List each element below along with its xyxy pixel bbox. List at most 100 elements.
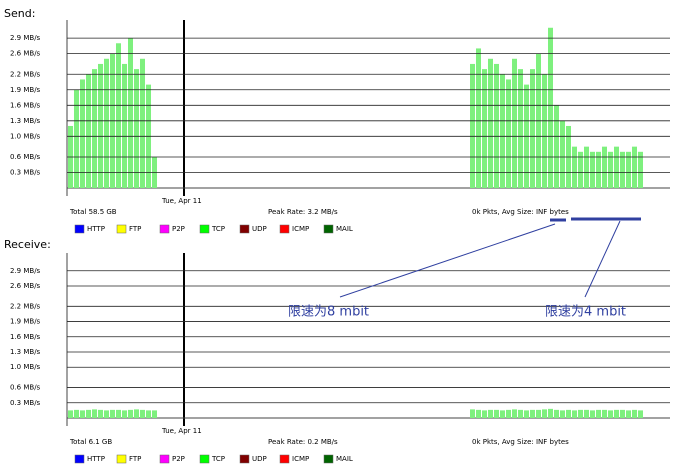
bar: [116, 409, 121, 418]
bar: [92, 69, 97, 188]
bar: [98, 409, 103, 418]
bar: [500, 74, 505, 188]
legend-label: UDP: [252, 225, 267, 233]
y-tick-label: 1.3 MB/s: [10, 117, 41, 125]
legend-swatch: [159, 224, 170, 234]
bar: [602, 409, 607, 418]
legend-swatch: [199, 224, 210, 234]
legend-swatch: [116, 454, 127, 464]
y-tick-label: 1.3 MB/s: [10, 348, 41, 356]
y-tick-label: 1.9 MB/s: [10, 318, 41, 326]
bar: [542, 409, 547, 418]
bar: [524, 410, 529, 418]
pkts-label: 0k Pkts, Avg Size: INF bytes: [472, 208, 569, 216]
y-tick-label: 1.9 MB/s: [10, 86, 41, 94]
total-label: Total 6.1 GB: [69, 438, 112, 446]
y-tick-label: 0.6 MB/s: [10, 153, 41, 161]
total-label: Total 58.5 GB: [69, 208, 117, 216]
y-tick-label: 1.0 MB/s: [10, 132, 41, 140]
bar: [632, 409, 637, 418]
bar: [470, 63, 475, 188]
bar: [92, 409, 97, 418]
bar: [626, 151, 631, 188]
bar: [110, 409, 115, 418]
bar: [146, 410, 151, 418]
legend-label: TCP: [211, 455, 225, 463]
annotation: 限速为8 mbit: [288, 305, 369, 320]
bar: [542, 74, 547, 188]
bar: [122, 63, 127, 188]
bar: [104, 410, 109, 418]
bar: [506, 79, 511, 188]
annotation-arrow: [339, 223, 556, 298]
legend-swatch: [279, 224, 290, 234]
y-tick-label: 2.2 MB/s: [10, 302, 41, 310]
bar: [482, 410, 487, 418]
legend-label: FTP: [129, 455, 141, 463]
legend-label: MAIL: [336, 225, 353, 233]
bar: [500, 410, 505, 418]
y-tick-label: 1.6 MB/s: [10, 333, 41, 341]
bar: [476, 409, 481, 418]
legend-label: ICMP: [292, 225, 309, 233]
bar: [572, 146, 577, 188]
bar: [74, 89, 79, 188]
bar: [128, 409, 133, 418]
bar: [608, 151, 613, 188]
legend-swatch: [74, 224, 85, 234]
bar: [80, 410, 85, 418]
bar: [104, 58, 109, 189]
y-tick-label: 2.6 MB/s: [10, 50, 41, 58]
legend-label: P2P: [172, 455, 185, 463]
bar: [632, 146, 637, 188]
bar: [560, 410, 565, 418]
bar: [512, 58, 517, 189]
chart-title: Receive:: [4, 238, 51, 251]
legend-label: HTTP: [87, 455, 105, 463]
bar: [80, 79, 85, 188]
annotation-arrow: [584, 220, 621, 298]
bar: [578, 151, 583, 188]
legend-swatch: [74, 454, 85, 464]
y-tick-label: 1.0 MB/s: [10, 363, 41, 371]
y-tick-label: 2.6 MB/s: [10, 282, 41, 290]
bar: [596, 151, 601, 188]
bar: [614, 409, 619, 418]
bar: [554, 105, 559, 188]
legend-label: ICMP: [292, 455, 309, 463]
bar: [134, 69, 139, 188]
y-tick-label: 2.9 MB/s: [10, 34, 41, 42]
legend-label: UDP: [252, 455, 267, 463]
bar: [638, 151, 643, 188]
legend-swatch: [239, 454, 250, 464]
bar: [140, 409, 145, 418]
bar: [494, 63, 499, 188]
bar: [602, 146, 607, 188]
legend-label: TCP: [211, 225, 225, 233]
bar: [518, 69, 523, 188]
chart-title: Send:: [4, 7, 35, 20]
legend-label: FTP: [129, 225, 141, 233]
bar: [140, 58, 145, 189]
bar: [548, 408, 553, 418]
bar: [554, 409, 559, 418]
bar: [134, 409, 139, 418]
y-tick-label: 0.6 MB/s: [10, 384, 41, 392]
bar: [578, 409, 583, 418]
bar: [620, 409, 625, 418]
bar: [596, 409, 601, 418]
legend-swatch: [323, 224, 334, 234]
bar: [530, 69, 535, 188]
y-tick-label: 0.3 MB/s: [10, 399, 41, 407]
bar: [566, 409, 571, 418]
bar: [470, 409, 475, 418]
bar: [488, 58, 493, 189]
y-tick-label: 0.3 MB/s: [10, 168, 41, 176]
bar: [536, 409, 541, 418]
legend-label: P2P: [172, 225, 185, 233]
peak-label: Peak Rate: 0.2 MB/s: [268, 438, 338, 446]
bar: [584, 146, 589, 188]
bar: [68, 410, 73, 418]
annotation: 限速为4 mbit: [545, 305, 626, 320]
